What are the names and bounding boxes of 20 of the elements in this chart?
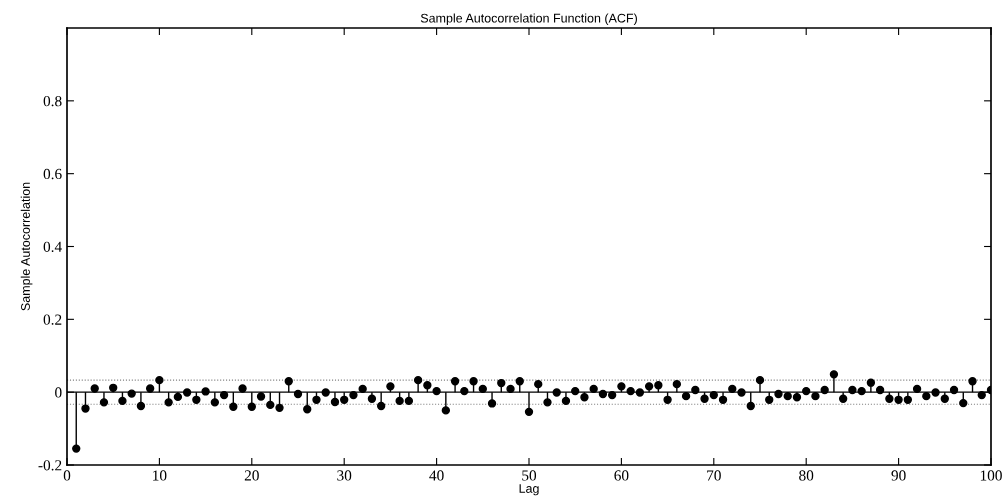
x-tick-label: 30 <box>337 470 352 481</box>
y-tick-label: 0.8 <box>43 95 62 107</box>
x-axis-title: Lag <box>519 484 539 496</box>
x-tick-label: 70 <box>707 470 721 481</box>
x-tick-label: 90 <box>891 470 906 481</box>
y-tick-label: 0.4 <box>43 241 62 253</box>
y-axis-title: Sample Autocorrelation <box>20 182 33 311</box>
y-tick-label: 0 <box>55 387 62 398</box>
x-tick-label: 20 <box>244 470 259 481</box>
x-tick-label: 50 <box>522 470 537 481</box>
x-tick-label: 40 <box>429 470 444 481</box>
y-tick-label: 0.6 <box>43 168 62 180</box>
y-tick-label: -0.2 <box>38 460 62 471</box>
x-tick-label: 80 <box>799 470 814 481</box>
chart-title: Sample Autocorrelation Function (ACF) <box>420 13 637 26</box>
x-tick-label: 10 <box>153 470 167 481</box>
y-tick-label: 0.2 <box>43 314 62 325</box>
x-tick-label: 60 <box>614 470 629 481</box>
x-tick-label: 0 <box>63 470 71 481</box>
x-tick-label: 100 <box>980 470 1002 481</box>
